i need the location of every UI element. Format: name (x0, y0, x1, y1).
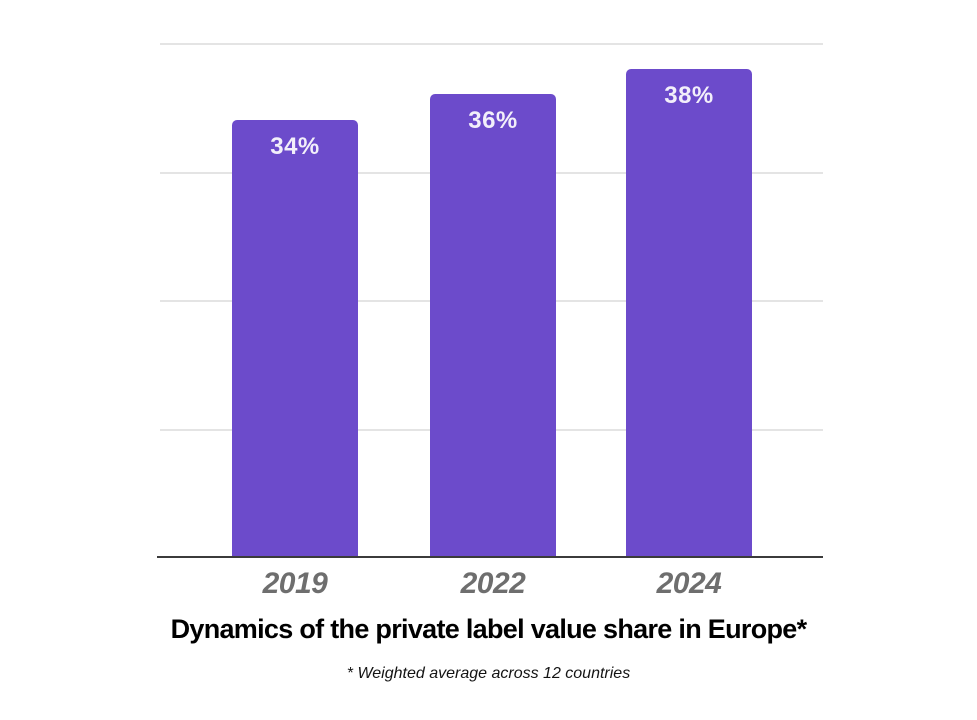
chart-footnote: * Weighted average across 12 countries (346, 665, 631, 682)
bar-value-label-2019: 34% (270, 133, 320, 160)
x-axis-label-2019: 2019 (262, 567, 328, 600)
x-axis-label-2024: 2024 (656, 567, 722, 600)
bar-2019: 34% (232, 120, 358, 557)
chart-plot-area: 34% 36% 38% (157, 43, 823, 558)
bar-2022: 36% (430, 94, 556, 557)
x-axis-label-2022: 2022 (460, 567, 526, 600)
bar-value-label-2022: 36% (468, 107, 518, 134)
gridline-40 (160, 43, 823, 45)
chart-title: Dynamics of the private label value shar… (170, 614, 808, 644)
x-axis-line (157, 556, 823, 558)
bar-2024: 38% (626, 69, 752, 557)
bar-value-label-2024: 38% (664, 82, 714, 109)
